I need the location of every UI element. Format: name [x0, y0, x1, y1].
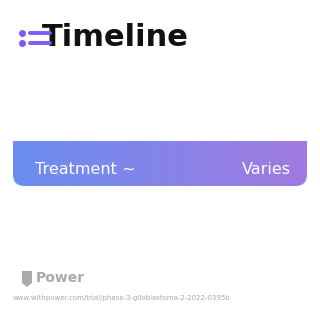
Text: Follow ups ~: Follow ups ~: [35, 229, 138, 244]
Text: Treatment ~: Treatment ~: [35, 163, 135, 178]
Text: 3 weeks: 3 weeks: [225, 96, 291, 112]
Text: Power: Power: [36, 271, 85, 285]
Text: Screening ~: Screening ~: [35, 96, 134, 112]
Text: www.withpower.com/trial/phase-3-glioblastoma-2-2022-0395b: www.withpower.com/trial/phase-3-glioblas…: [13, 295, 231, 301]
Polygon shape: [22, 271, 32, 287]
Text: Varies: Varies: [242, 163, 291, 178]
Text: 9 months: 9 months: [215, 229, 291, 244]
Text: Timeline: Timeline: [42, 24, 189, 53]
